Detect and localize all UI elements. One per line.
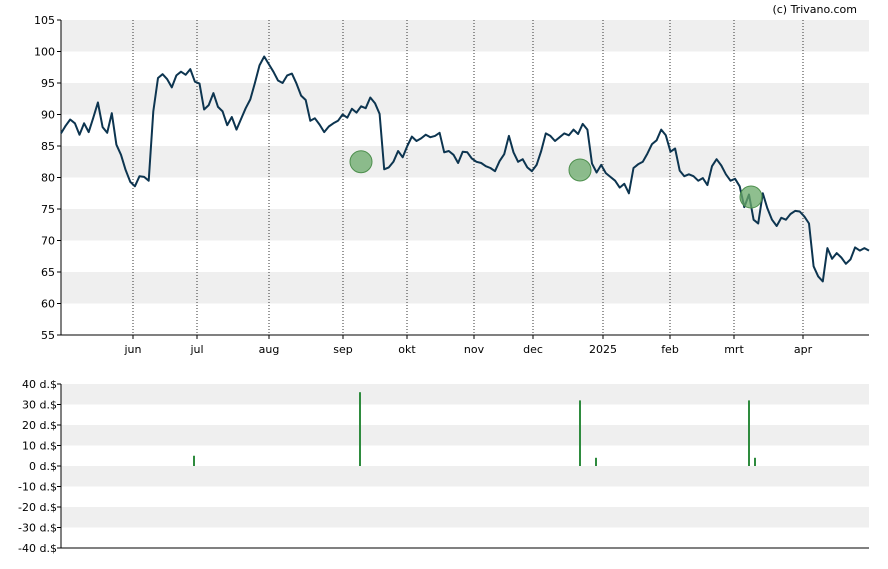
price-x-tick-label: mrt bbox=[724, 343, 744, 356]
volume-bar bbox=[754, 457, 756, 466]
volume-band bbox=[61, 425, 869, 446]
volume-y-tick-label: -40 d.$ bbox=[18, 542, 57, 555]
volume-band bbox=[61, 486, 869, 507]
price-band bbox=[61, 303, 869, 335]
price-x-tick-label: aug bbox=[259, 343, 280, 356]
volume-y-tick-label: 0 d.$ bbox=[29, 460, 57, 473]
price-band bbox=[61, 20, 869, 52]
volume-band bbox=[61, 404, 869, 425]
price-line bbox=[60, 55, 870, 283]
price-marker bbox=[349, 150, 373, 174]
price-y-tick-label: 90 bbox=[41, 109, 55, 122]
volume-bar bbox=[359, 392, 361, 466]
price-markers bbox=[349, 150, 763, 209]
volume-bar bbox=[579, 400, 581, 466]
price-x-tick-label: jul bbox=[189, 343, 203, 356]
volume-band bbox=[61, 527, 869, 548]
price-x-tick-label: feb bbox=[661, 343, 679, 356]
price-band bbox=[61, 209, 869, 241]
price-y-tick-label: 85 bbox=[41, 140, 55, 153]
price-x-tick-label: jun bbox=[124, 343, 142, 356]
price-x-tick-label: sep bbox=[333, 343, 352, 356]
price-x-axis: jun jul aug sep okt nov dec 2025 feb mrt apr bbox=[124, 335, 813, 356]
volume-y-tick-label: -20 d.$ bbox=[18, 501, 57, 514]
volume-band bbox=[61, 507, 869, 528]
price-x-tick-label: nov bbox=[464, 343, 485, 356]
price-band bbox=[61, 240, 869, 272]
price-marker bbox=[568, 158, 592, 182]
price-y-tick-label: 65 bbox=[41, 266, 55, 279]
price-marker bbox=[739, 185, 763, 209]
volume-band bbox=[61, 445, 869, 466]
price-x-tick-label: dec bbox=[523, 343, 543, 356]
volume-bar bbox=[748, 400, 750, 466]
volume-y-tick-label: -30 d.$ bbox=[18, 522, 57, 535]
volume-bar bbox=[595, 457, 597, 466]
price-band bbox=[61, 114, 869, 146]
volume-bar bbox=[193, 455, 195, 466]
price-y-tick-label: 75 bbox=[41, 203, 55, 216]
volume-band bbox=[61, 384, 869, 405]
credit-text: (c) Trivano.com bbox=[772, 3, 857, 16]
price-band bbox=[61, 146, 869, 178]
price-line-group bbox=[60, 55, 870, 283]
price-band bbox=[61, 272, 869, 304]
volume-y-axis: 40 d.$ 30 d.$ 20 d.$ 10 d.$ 0 d.$ -10 d.$ -20 … bbox=[18, 378, 61, 555]
volume-grid-bands bbox=[61, 384, 869, 548]
volume-y-tick-label: 40 d.$ bbox=[22, 378, 57, 391]
price-y-tick-label: 100 bbox=[34, 46, 55, 59]
price-x-tick-label: apr bbox=[794, 343, 813, 356]
price-y-tick-label: 60 bbox=[41, 298, 55, 311]
volume-y-tick-label: 20 d.$ bbox=[22, 419, 57, 432]
volume-bars bbox=[193, 392, 756, 466]
price-grid-bands bbox=[61, 20, 869, 335]
price-y-tick-label: 70 bbox=[41, 235, 55, 248]
price-y-tick-label: 95 bbox=[41, 77, 55, 90]
price-x-tick-label: 2025 bbox=[589, 343, 617, 356]
volume-y-tick-label: -10 d.$ bbox=[18, 481, 57, 494]
price-x-tick-label: okt bbox=[398, 343, 416, 356]
price-y-tick-label: 55 bbox=[41, 329, 55, 342]
price-band bbox=[61, 51, 869, 83]
volume-y-tick-label: 10 d.$ bbox=[22, 440, 57, 453]
price-y-axis: 55 60 65 70 75 80 85 90 95 100 105 bbox=[34, 14, 61, 342]
price-y-tick-label: 105 bbox=[34, 14, 55, 27]
volume-band bbox=[61, 466, 869, 487]
price-y-tick-label: 80 bbox=[41, 172, 55, 185]
price-band bbox=[61, 83, 869, 115]
volume-y-tick-label: 30 d.$ bbox=[22, 399, 57, 412]
